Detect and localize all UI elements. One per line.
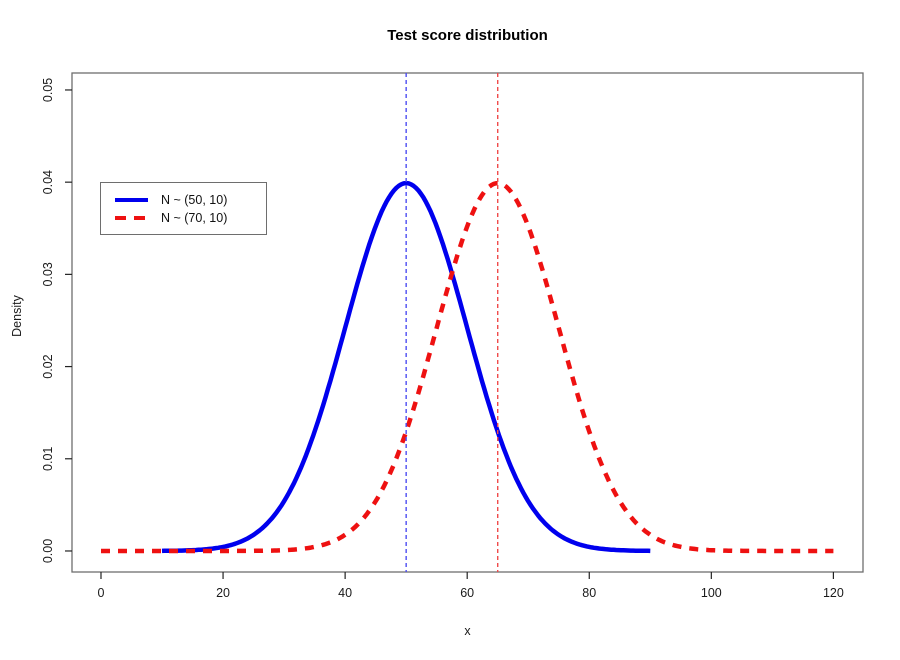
x-tick-label: 80: [582, 586, 596, 600]
legend-item-blue: N ~ (50, 10): [101, 191, 266, 209]
legend-solid-line-icon: [115, 198, 148, 202]
legend-label-red: N ~ (70, 10): [161, 211, 228, 225]
x-tick-label: 100: [701, 586, 722, 600]
density-curve-red-normal: [101, 180, 834, 554]
y-tick-label: 0.04: [41, 170, 55, 194]
legend-item-red: N ~ (70, 10): [101, 209, 266, 227]
y-tick-label: 0.01: [41, 447, 55, 471]
legend-label-blue: N ~ (50, 10): [161, 193, 228, 207]
legend-box: N ~ (50, 10) N ~ (70, 10): [100, 182, 267, 235]
x-tick-label: 40: [338, 586, 352, 600]
x-tick-label: 0: [98, 586, 105, 600]
x-tick-label: 20: [216, 586, 230, 600]
chart-title: Test score distribution: [387, 27, 548, 44]
density-curve-blue-normal: [161, 180, 651, 554]
legend-dashed-line-icon: [115, 216, 148, 220]
x-tick-label: 60: [460, 586, 474, 600]
x-axis-label: x: [464, 624, 471, 638]
y-tick-label: 0.03: [41, 262, 55, 286]
x-tick-label: 120: [823, 586, 844, 600]
y-tick-label: 0.02: [41, 354, 55, 378]
y-tick-label: 0.05: [41, 78, 55, 102]
y-tick-label: 0.00: [41, 539, 55, 563]
